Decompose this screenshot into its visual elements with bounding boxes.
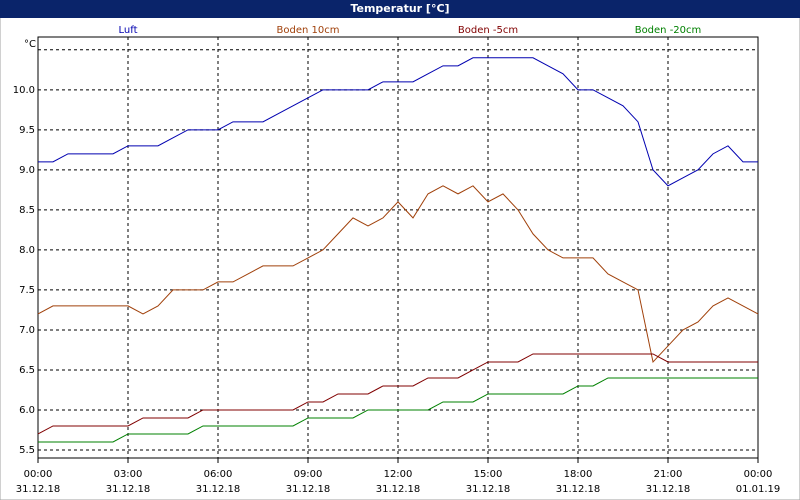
x-tick-date: 31.12.18 (376, 484, 421, 495)
x-tick-date: 01.01.19 (736, 484, 781, 495)
legend-entry: Boden -5cm (458, 25, 518, 36)
x-tick-label: 09:00 (294, 469, 323, 480)
x-tick-date: 31.12.18 (286, 484, 331, 495)
plot-frame (37, 36, 759, 459)
x-tick-date: 31.12.18 (556, 484, 601, 495)
legend-entry: Luft (119, 25, 138, 36)
y-tick-label: 9.5 (19, 125, 35, 136)
y-tick-label: 5.5 (19, 445, 35, 456)
y-tick-label: 8.5 (19, 205, 35, 216)
x-tick-label: 06:00 (204, 469, 233, 480)
x-tick-date: 31.12.18 (106, 484, 151, 495)
y-tick-label: 6.5 (19, 365, 35, 376)
y-tick-label: 10.0 (13, 85, 35, 96)
x-tick-label: 03:00 (114, 469, 143, 480)
y-tick-label: 8.0 (19, 245, 35, 256)
x-tick-label: 00:00 (24, 469, 53, 480)
y-axis-unit: °C (24, 39, 36, 50)
x-tick-label: 00:00 (744, 469, 773, 480)
legend-entry: Boden 10cm (277, 25, 340, 36)
data-line (38, 57, 758, 187)
x-tick-label: 12:00 (384, 469, 413, 480)
x-tick-label: 15:00 (474, 469, 503, 480)
y-tick-label: 7.5 (19, 285, 35, 296)
x-tick-date: 31.12.18 (466, 484, 511, 495)
y-tick-label: 6.0 (19, 405, 35, 416)
data-line (38, 377, 758, 443)
data-line (37, 353, 758, 435)
chart-title: Temperatur [°C] (350, 2, 449, 15)
x-tick-label: 21:00 (654, 469, 683, 480)
title-bar (0, 0, 800, 18)
x-tick-date: 31.12.18 (16, 484, 61, 495)
y-tick-label: 9.0 (19, 165, 35, 176)
legend-entry: Boden -20cm (635, 25, 702, 36)
data-line (37, 185, 759, 363)
x-tick-date: 31.12.18 (196, 484, 241, 495)
x-tick-date: 31.12.18 (646, 484, 691, 495)
x-tick-label: 18:00 (564, 469, 593, 480)
y-tick-label: 7.0 (19, 325, 35, 336)
